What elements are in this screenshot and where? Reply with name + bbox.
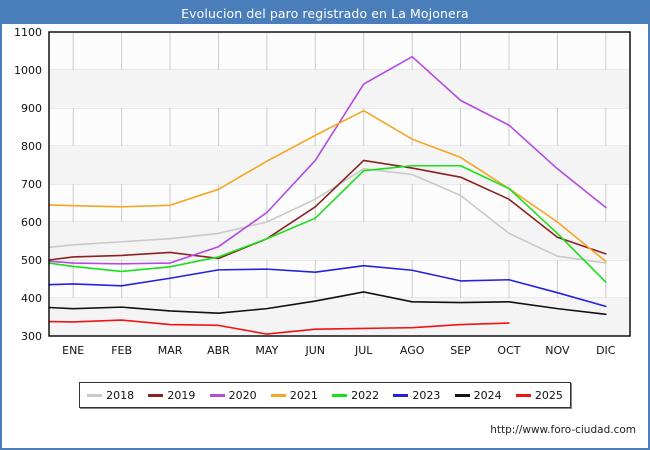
legend-item-2018[interactable]: 2018 [87, 389, 134, 402]
y-tick-label: 800 [21, 140, 42, 153]
legend-swatch-2018 [87, 393, 103, 397]
legend-item-2021[interactable]: 2021 [270, 388, 318, 402]
y-axis-tick-labels: 300 400 500 600 700 800 900 1000 1100 [14, 26, 42, 343]
y-tick-label: 1100 [14, 26, 42, 39]
series-line-2023 [48, 264, 607, 308]
x-tick-label-nov: NOV [545, 344, 570, 357]
x-tick-label-dic: DIC [596, 344, 616, 357]
series-line-2020 [48, 55, 607, 265]
x-tick-label-sep: SEP [450, 344, 471, 357]
legend-swatch-2021 [270, 393, 286, 397]
x-tick-label-may: MAY [255, 344, 278, 357]
y-tick-label: 700 [21, 178, 42, 191]
legend-label-2021: 2021 [289, 388, 318, 402]
legend-label-2023: 2023 [412, 388, 441, 402]
legend-label-2020: 2020 [228, 388, 257, 402]
legend-item-2022[interactable]: 2022 [332, 389, 379, 402]
x-tick-label-ago: AGO [400, 344, 425, 357]
legend-item-2025[interactable]: 2025 [515, 388, 563, 402]
legend-label-2018: 2018 [106, 388, 135, 402]
source-url: http://www.foro-ciudad.com [490, 424, 636, 436]
x-tick-label-abr: ABR [207, 344, 230, 357]
legend-label-2025: 2025 [534, 388, 563, 402]
x-tick-label-feb: FEB [111, 344, 132, 357]
series-line-2022 [48, 164, 607, 283]
chart-legend: 2018 2019 2020 2021 2022 2023 2024 2025 [79, 382, 571, 408]
x-tick-label-ene: ENE [62, 344, 84, 357]
legend-label-2019: 2019 [167, 388, 196, 402]
series-line-2024 [48, 291, 607, 316]
plot-frame [48, 31, 631, 337]
legend-item-2019[interactable]: 2019 [148, 389, 195, 402]
line-chart: 300 400 500 600 700 800 900 1000 1100 ENE FEB MAR A… [14, 26, 631, 357]
legend-item-2024[interactable]: 2024 [454, 388, 502, 402]
legend-swatch-2023 [393, 393, 409, 397]
series-line-2019 [48, 159, 607, 261]
legend-swatch-2020 [209, 393, 225, 397]
y-tick-label: 300 [21, 330, 42, 343]
chart-canvas: 300 400 500 600 700 800 900 1000 1100 ENE FEB MAR A… [2, 24, 648, 448]
y-tick-label: 600 [21, 216, 42, 229]
legend-swatch-2025 [515, 393, 531, 397]
x-tick-label-jul: JUL [354, 344, 373, 357]
x-tick-label-jun: JUN [305, 344, 326, 357]
x-tick-label-oct: OCT [497, 344, 520, 357]
legend-swatch-2022 [332, 393, 348, 397]
data-series-layer [48, 55, 607, 335]
series-line-2025 [48, 319, 510, 335]
series-line-2018 [48, 168, 607, 264]
legend-label-2022: 2022 [351, 388, 380, 402]
legend-swatch-2024 [454, 393, 470, 397]
x-tick-label-mar: MAR [158, 344, 183, 357]
y-tick-label: 500 [21, 254, 42, 267]
window-title-bar: Evolucion del paro registrado en La Mojo… [2, 2, 648, 24]
page-title: Evolucion del paro registrado en La Mojo… [181, 5, 469, 21]
legend-item-2023[interactable]: 2023 [393, 389, 440, 402]
y-tick-label: 1000 [14, 64, 42, 77]
x-axis-tick-labels: ENE FEB MAR ABR MAY JUN JUL AGO SEP OCT NOV DIC [62, 344, 616, 357]
grid-bands [49, 70, 630, 336]
y-tick-label: 400 [21, 292, 42, 305]
y-tick-label: 900 [21, 102, 42, 115]
legend-item-2020[interactable]: 2020 [209, 388, 257, 402]
legend-label-2024: 2024 [473, 388, 502, 402]
legend-swatch-2019 [148, 393, 164, 397]
